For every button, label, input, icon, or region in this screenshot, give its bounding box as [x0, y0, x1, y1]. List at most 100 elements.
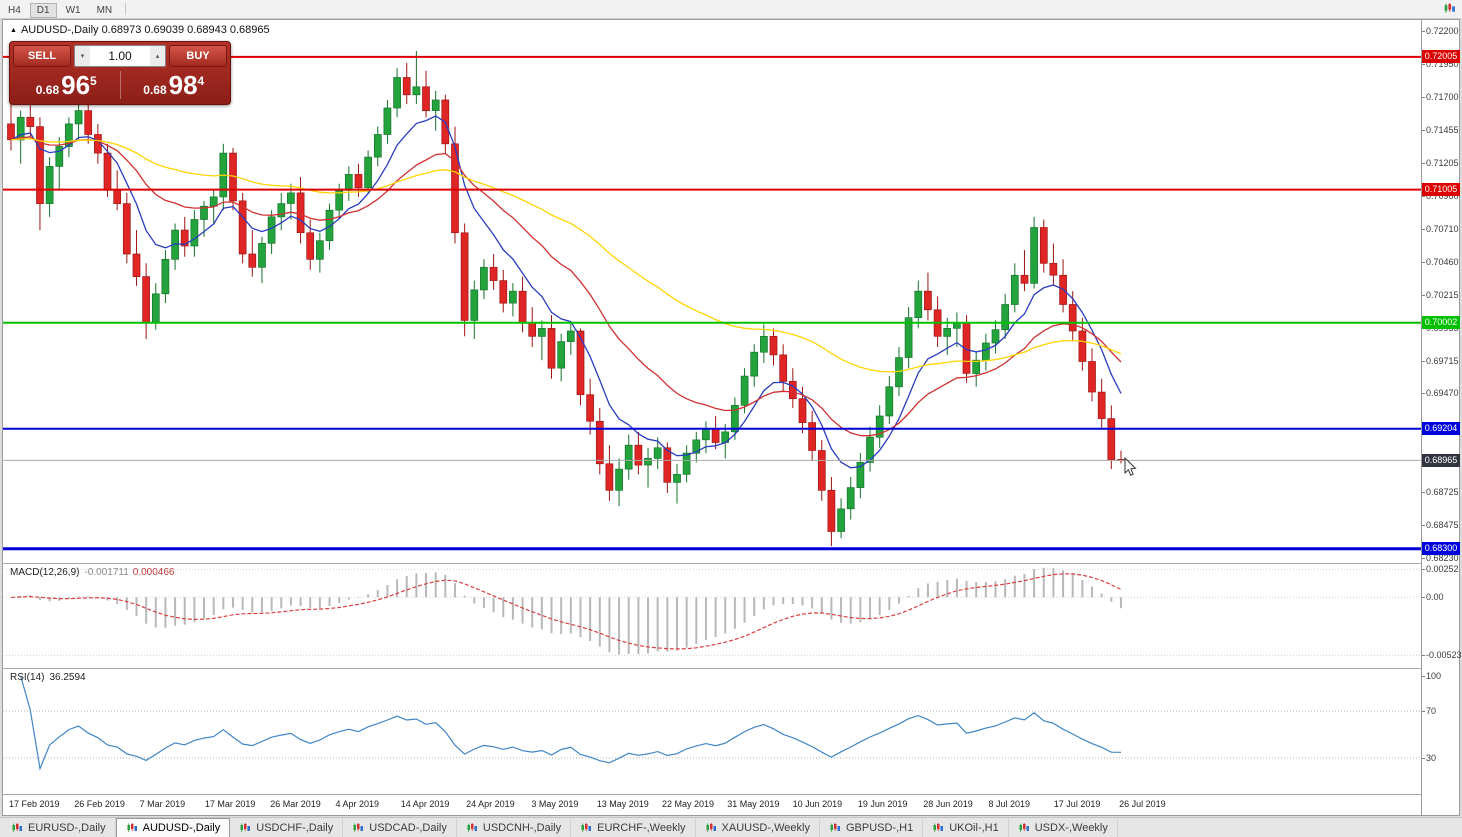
- candle-body: [837, 508, 845, 532]
- timeframe-button-w1[interactable]: W1: [59, 3, 88, 18]
- candle-body: [1107, 418, 1116, 461]
- candle-body: [538, 328, 546, 337]
- rsi-value: 36.2594: [49, 672, 86, 683]
- candle-body: [306, 232, 315, 260]
- symbol-title: AUDUSD-,Daily: [20, 24, 99, 36]
- chart-tab-label: EURUSD-,Daily: [28, 821, 106, 834]
- chart-tab-usdchf-daily[interactable]: USDCHF-,Daily: [230, 818, 344, 837]
- rsi-line: [20, 675, 1122, 771]
- candle-body: [258, 243, 266, 268]
- price-scale[interactable]: 0.722000.719500.717000.714550.712050.709…: [1421, 20, 1462, 815]
- level-price-badge: 0.68300: [1422, 542, 1460, 556]
- candle-body: [740, 375, 749, 406]
- candle-body: [673, 474, 681, 483]
- fast-ma-line: [10, 115, 1122, 469]
- candle-body: [45, 166, 54, 204]
- candlestick-chart-icon: [353, 822, 364, 832]
- main-chart-canvas[interactable]: [3, 20, 1421, 815]
- chart-tab-label: USDCHF-,Daily: [256, 821, 334, 834]
- candle-body: [451, 143, 459, 234]
- date-label: 26 Jul 2019: [1119, 799, 1166, 809]
- chart-tab-usdcnh-daily[interactable]: USDCNH-,Daily: [457, 818, 572, 837]
- price-divider: [119, 71, 121, 99]
- chart-tab-label: GBPUSD-,H1: [845, 821, 914, 834]
- chart-tab-usdcad-daily[interactable]: USDCAD-,Daily: [343, 818, 457, 837]
- time-axis[interactable]: 17 Feb 2019 26 Feb 2019 7 Mar 2019 17 Mar 2…: [3, 795, 1421, 815]
- candle-body: [576, 330, 585, 396]
- time-axis-separator: [3, 794, 1459, 795]
- candlestick-chart-icon: [830, 822, 840, 832]
- volume-decrease-icon[interactable]: ▾: [75, 46, 90, 66]
- candle-body: [566, 330, 575, 342]
- chart-tab-usdx-weekly[interactable]: USDX-,Weekly: [1009, 818, 1118, 837]
- chart-tab-label: USDX-,Weekly: [1034, 821, 1108, 834]
- macd-scale-tick: 0.00: [1422, 592, 1444, 603]
- candle-body: [1001, 304, 1010, 331]
- candle-body: [924, 290, 932, 311]
- volume-increase-icon[interactable]: ▴: [150, 46, 165, 66]
- date-label: 14 Apr 2019: [400, 799, 450, 809]
- candle-body: [1030, 227, 1038, 284]
- sell-button[interactable]: SELL: [13, 45, 71, 67]
- rsi-panel-separator[interactable]: [3, 668, 1459, 669]
- level-price-badge: 0.69204: [1422, 422, 1460, 436]
- chart-tab-eurchf-weekly[interactable]: EURCHF-,Weekly: [571, 818, 696, 837]
- chart-tab-label: UKOil-,H1: [949, 821, 999, 834]
- candle-body: [489, 266, 498, 281]
- candle-body: [991, 329, 1000, 344]
- candle-body: [383, 107, 392, 135]
- buy-price[interactable]: 0.68 98 4: [121, 72, 228, 98]
- timeframe-button-mn[interactable]: MN: [90, 3, 120, 18]
- price-tick: 0.68475: [1422, 520, 1459, 531]
- candle-body: [422, 86, 430, 112]
- timeframe-button-d1[interactable]: D1: [29, 3, 57, 18]
- candle-body: [779, 354, 788, 382]
- price-tick: 0.70460: [1422, 256, 1459, 267]
- candle-body: [325, 209, 334, 242]
- candle-body: [663, 447, 672, 483]
- candle-body: [74, 110, 83, 125]
- macd-signal-value: 0.000466: [132, 567, 175, 578]
- macd-panel-separator[interactable]: [3, 563, 1459, 564]
- candle-body: [653, 447, 662, 459]
- chart-tab-label: EURCHF-,Weekly: [597, 821, 686, 834]
- candle-body: [914, 290, 923, 319]
- chart-tab-audusd-daily[interactable]: AUDUSD-,Daily: [115, 818, 231, 837]
- candle-body: [518, 290, 527, 324]
- candle-body: [248, 253, 257, 268]
- chart-tab-gbpusd-h1[interactable]: GBPUSD-,H1: [820, 818, 924, 837]
- mid-ma-line: [10, 136, 1122, 437]
- candle-body: [26, 116, 35, 127]
- candle-body: [634, 444, 643, 466]
- chart-tab-label: USDCNH-,Daily: [482, 821, 562, 834]
- candle-body: [470, 289, 479, 321]
- candlestick-chart-icon: [127, 823, 137, 832]
- chart-window-menu-icon[interactable]: [1443, 2, 1456, 20]
- macd-signal-line: [10, 573, 1122, 650]
- volume-input[interactable]: [90, 46, 150, 66]
- candle-body: [161, 258, 170, 295]
- price-tick: 0.71950: [1422, 59, 1459, 70]
- date-label: 7 Mar 2019: [139, 799, 186, 809]
- chart-tab-xauusd-weekly[interactable]: XAUUSD-,Weekly: [696, 818, 820, 837]
- candle-body: [480, 266, 488, 291]
- expand-icon[interactable]: ▲: [10, 27, 17, 34]
- chart-tab-ukoil-h1[interactable]: UKOil-,H1: [923, 818, 1009, 837]
- price-tick: 0.69470: [1422, 388, 1459, 399]
- candle-body: [316, 240, 324, 260]
- candle-body: [788, 381, 797, 400]
- timeframe-button-h4[interactable]: H4: [1, 3, 28, 18]
- date-label: 4 Apr 2019: [335, 799, 380, 809]
- candle-body: [682, 452, 691, 475]
- buy-button[interactable]: BUY: [169, 45, 227, 67]
- candle-body: [798, 398, 807, 423]
- chart-tab-eurusd-daily[interactable]: EURUSD-,Daily: [2, 818, 116, 837]
- date-label: 13 May 2019: [596, 799, 649, 809]
- candle-body: [972, 359, 981, 374]
- candle-body: [856, 462, 865, 488]
- candle-body: [267, 216, 276, 244]
- sell-price[interactable]: 0.68 96 5: [13, 72, 120, 98]
- date-label: 28 Jun 2019: [923, 799, 973, 809]
- candle-body: [808, 422, 816, 451]
